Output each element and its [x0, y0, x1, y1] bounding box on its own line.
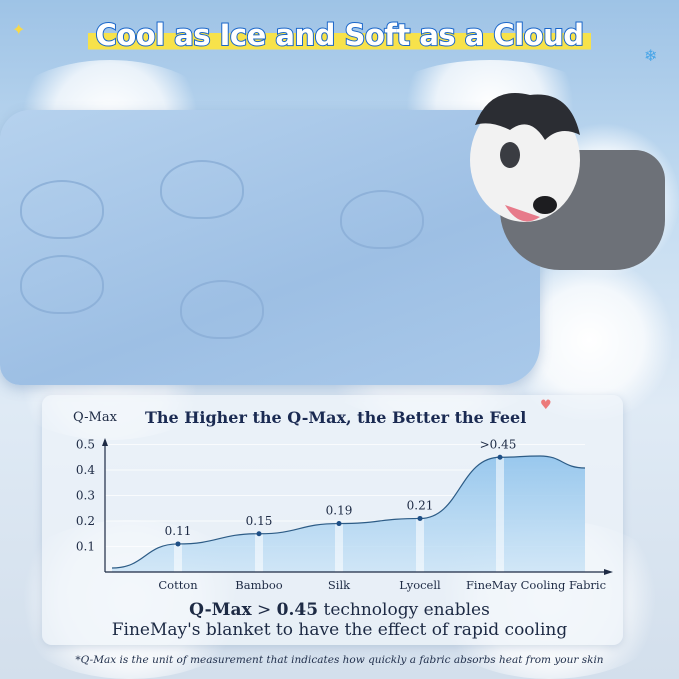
- bar-highlight-finemay-cooling-fabric: [496, 457, 504, 572]
- data-label: >0.45: [480, 437, 517, 451]
- x-tick-label: FineMay Cooling Fabric: [466, 578, 606, 592]
- y-tick-label: 0.2: [76, 514, 95, 528]
- data-point: [417, 515, 423, 521]
- summary-gt: >: [251, 600, 277, 620]
- x-tick-label: Silk: [328, 578, 351, 592]
- data-label: 0.15: [246, 514, 273, 528]
- y-tick-label: 0.5: [76, 438, 95, 452]
- headline: Cool as Ice and Soft as a Cloud: [0, 16, 679, 54]
- x-axis-arrow: [604, 569, 613, 575]
- x-tick-label: Bamboo: [235, 578, 282, 592]
- summary-text: Q-Max > 0.45 technology enables FineMay'…: [0, 600, 679, 640]
- summary-line2: FineMay's blanket to have the effect of …: [111, 620, 568, 640]
- y-tick-label: 0.4: [76, 463, 95, 477]
- dog-image: [470, 93, 580, 222]
- x-tick-label: Cotton: [158, 578, 198, 592]
- data-point: [497, 454, 503, 460]
- y-axis-label: Q-Max: [73, 410, 117, 425]
- area-fill: [112, 455, 585, 572]
- bar-highlight-cotton: [174, 543, 182, 572]
- data-label: 0.19: [326, 504, 353, 518]
- chart-title: The Higher the Q-Max, the Better the Fee…: [145, 408, 527, 427]
- y-axis-arrow: [102, 438, 108, 446]
- y-tick-label: 0.1: [76, 540, 95, 554]
- summary-qmax: Q-Max: [189, 600, 252, 620]
- data-label: 0.11: [165, 524, 192, 538]
- series-line: [111, 455, 586, 569]
- data-label: 0.21: [407, 498, 434, 512]
- x-tick-label: Lyocell: [399, 578, 441, 592]
- data-point: [175, 541, 181, 547]
- footnote: *Q-Max is the unit of measurement that i…: [75, 654, 604, 666]
- summary-value: 0.45: [276, 600, 319, 620]
- summary-line1: technology enables: [318, 600, 490, 620]
- bar-highlight-lyocell: [416, 518, 424, 572]
- y-tick-label: 0.3: [76, 489, 95, 503]
- heart-icon: ♥: [540, 398, 552, 413]
- bar-highlight-silk: [335, 523, 343, 572]
- data-point: [256, 531, 262, 537]
- snowflake-icon: ❄: [644, 46, 658, 65]
- headline-text: Cool as Ice and Soft as a Cloud: [87, 16, 592, 54]
- cooling-blanket: [0, 110, 540, 385]
- bar-highlight-bamboo: [255, 533, 263, 572]
- data-point: [336, 521, 342, 527]
- sparkle-icon: ✦: [12, 20, 26, 39]
